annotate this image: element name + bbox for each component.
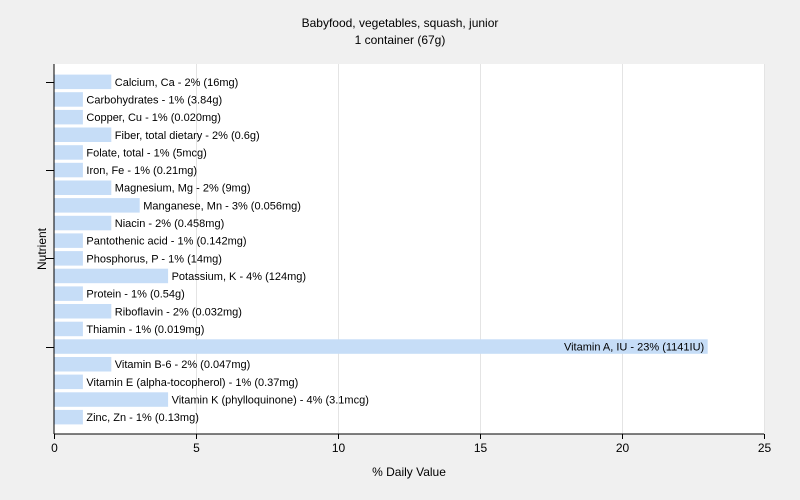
bar: [54, 304, 112, 319]
bar-label: Folate, total - 1% (5mcg): [86, 147, 206, 159]
bar: [54, 233, 83, 248]
bar: [54, 74, 112, 90]
bar-label: Zinc, Zn - 1% (0.13mg): [86, 412, 198, 424]
bar-label: Vitamin K (phylloquinone) - 4% (3.1mcg): [172, 395, 369, 407]
bar: [54, 92, 83, 107]
bar-label: Riboflavin - 2% (0.032mg): [115, 306, 242, 318]
bar: [54, 162, 83, 178]
bar: [54, 180, 112, 195]
plot-area: [54, 64, 764, 434]
bar: [54, 409, 83, 425]
y-axis-label: Nutrient: [35, 227, 49, 270]
bar: [54, 339, 708, 354]
bar: [54, 127, 112, 142]
x-tick-label: 5: [193, 441, 200, 455]
bar-label: Carbohydrates - 1% (3.84g): [86, 95, 222, 107]
bar: [54, 198, 140, 213]
bar: [54, 145, 83, 160]
bar: [54, 321, 83, 337]
bar-label: Vitamin E (alpha-tocopherol) - 1% (0.37m…: [86, 377, 298, 389]
x-tick-label: 10: [332, 441, 346, 455]
x-tick-label: 15: [474, 441, 488, 455]
x-axis-ticks: 0 5 10 15 20 25: [51, 434, 771, 455]
bar: [54, 109, 83, 125]
bar-label: Magnesium, Mg - 2% (9mg): [115, 183, 251, 195]
bar-label: Protein - 1% (0.54g): [86, 289, 184, 301]
bar: [54, 392, 169, 407]
bar: [54, 251, 83, 266]
bar-label: Vitamin A, IU - 23% (1141IU): [564, 342, 704, 354]
x-axis-label: % Daily Value: [372, 465, 446, 479]
bar: [54, 268, 169, 284]
bar-label: Copper, Cu - 1% (0.020mg): [86, 112, 221, 124]
bar: [54, 374, 83, 390]
bar-label: Vitamin B-6 - 2% (0.047mg): [115, 359, 251, 371]
bar: [54, 286, 83, 301]
grid-lines: [196, 64, 765, 434]
bar: [54, 357, 112, 372]
bar-label: Fiber, total dietary - 2% (0.6g): [115, 130, 260, 142]
bar-label: Phosphorus, P - 1% (14mg): [86, 253, 222, 265]
bar-label: Potassium, K - 4% (124mg): [172, 271, 307, 283]
chart-subtitle: 1 container (67g): [355, 33, 446, 47]
bar-label: Pantothenic acid - 1% (0.142mg): [86, 236, 246, 248]
x-tick-label: 25: [758, 441, 772, 455]
x-tick-label: 0: [51, 441, 58, 455]
x-tick-label: 20: [616, 441, 630, 455]
bar-label: Calcium, Ca - 2% (16mg): [115, 77, 238, 89]
bars: [54, 74, 708, 425]
y-axis-ticks: [46, 82, 54, 348]
bar-labels: Calcium, Ca - 2% (16mg) Carbohydrates - 1…: [86, 77, 704, 424]
bar-label: Thiamin - 1% (0.019mg): [86, 324, 204, 336]
bar: [54, 215, 112, 231]
bar-label: Manganese, Mn - 3% (0.056mg): [143, 200, 301, 212]
bar-label: Niacin - 2% (0.458mg): [115, 218, 224, 230]
chart-title: Babyfood, vegetables, squash, junior: [302, 16, 499, 30]
bar-label: Iron, Fe - 1% (0.21mg): [86, 165, 197, 177]
